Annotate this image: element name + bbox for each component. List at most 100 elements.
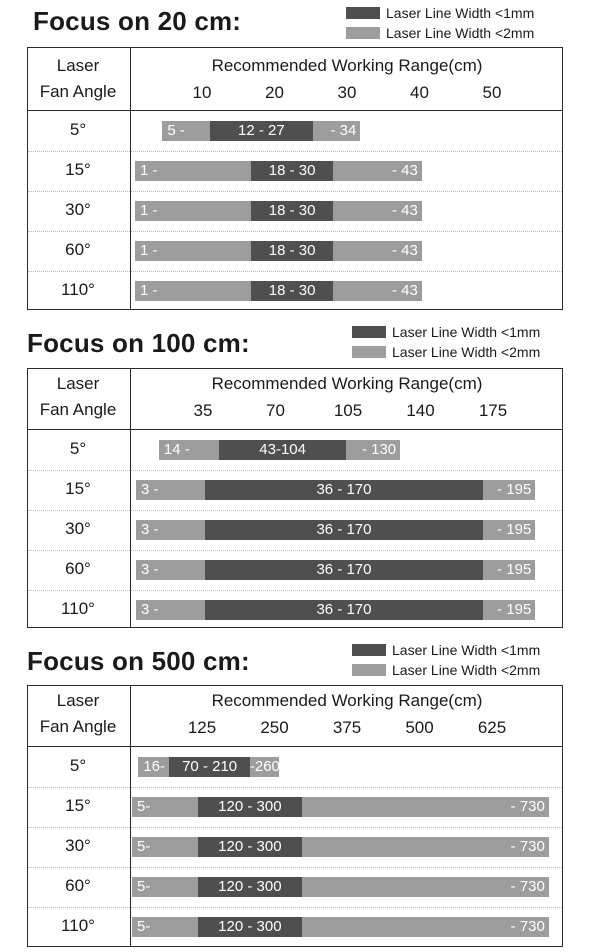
range-end-label: - 43 (391, 162, 418, 179)
range-bar-light-left (136, 560, 205, 580)
range-bar: 5- 120 - 300 - 730 (28, 797, 562, 817)
range-bar-light-right (333, 281, 422, 301)
fan-angle-label: 15° (65, 796, 91, 815)
fan-angle-label: 60° (65, 876, 91, 895)
column-divider (130, 369, 132, 627)
legend-light-label: Laser Line Width <2mm (392, 344, 541, 360)
axis-tick-label: 50 (482, 83, 502, 102)
range-bar-dark (169, 757, 250, 777)
range-mid-label: 120 - 300 (218, 878, 282, 895)
row-separator (28, 231, 562, 232)
range-bar-dark (204, 480, 484, 500)
range-bar-dark (204, 600, 484, 620)
range-bar-light-left (135, 161, 252, 181)
range-table: Laser Fan Angle Recommended Working Rang… (27, 47, 563, 310)
row-separator (28, 907, 562, 908)
axis-tick-label: 175 (478, 401, 508, 420)
axis-tick-label: 625 (477, 718, 507, 737)
axis-tick-label: 30 (337, 83, 357, 102)
legend-light-swatch (346, 27, 380, 39)
range-mid-label: 70 - 210 (182, 758, 238, 775)
range-start-label: 5- (137, 798, 151, 815)
fan-angle-label: 5° (69, 439, 87, 458)
legend-dark-swatch (346, 7, 380, 19)
range-bar-dark (251, 241, 334, 261)
range-mid-label: 18 - 30 (268, 202, 316, 219)
range-bar-light-right (249, 757, 279, 777)
range-start-label: 1 - (140, 242, 158, 259)
range-bar-light-right (333, 161, 422, 181)
section-focus-100: Focus on 100 cm: Laser Line Width <1mm L… (0, 320, 591, 630)
range-start-label: 3 - (141, 601, 159, 618)
range-table: Laser Fan Angle Recommended Working Rang… (27, 685, 563, 947)
range-bar: 3 - 36 - 170 - 195 (28, 480, 562, 500)
axis-tick-label: 10 (192, 83, 212, 102)
header-range-title: Recommended Working Range(cm) (211, 56, 483, 75)
section-title: Focus on 20 cm: (33, 6, 242, 36)
header-angle-label: Laser Fan Angle (28, 688, 128, 740)
range-bar: 1 - 18 - 30 - 43 (28, 281, 562, 301)
axis-tick-label: 125 (187, 718, 217, 737)
range-bar-light-right (333, 241, 422, 261)
range-mid-label: 120 - 300 (218, 838, 282, 855)
header-angle-label: Laser Fan Angle (28, 53, 128, 105)
range-bar-light-left (136, 600, 205, 620)
range-start-label: 1 - (140, 282, 158, 299)
fan-angle-label: 5° (69, 120, 87, 139)
range-bar: 5- 120 - 300 - 730 (28, 917, 562, 937)
range-bar-dark (251, 201, 334, 221)
legend-dark: Laser Line Width <1mm (352, 642, 540, 658)
header-range-title: Recommended Working Range(cm) (211, 374, 483, 393)
legend-light: Laser Line Width <2mm (346, 25, 534, 41)
range-end-label: - 43 (391, 242, 418, 259)
range-bar-dark (210, 121, 313, 141)
header-angle-line1: Laser (56, 374, 100, 393)
row-separator (28, 827, 562, 828)
range-start-label: 3 - (141, 561, 159, 578)
header-angle-line2: Fan Angle (39, 400, 117, 419)
axis-tick-label: 20 (265, 83, 284, 102)
range-bar-light-left (138, 757, 170, 777)
header-angle-line1: Laser (56, 56, 100, 75)
range-bar: 1 - 18 - 30 - 43 (28, 201, 562, 221)
range-mid-label: 12 - 27 (237, 122, 285, 139)
range-bar: 1 - 18 - 30 - 43 (28, 241, 562, 261)
legend-light: Laser Line Width <2mm (352, 662, 540, 678)
range-end-label: - 130 (361, 441, 397, 458)
range-bar: 3 - 36 - 170 - 195 (28, 520, 562, 540)
row-separator (28, 271, 562, 272)
range-end-label: - 34 (330, 122, 357, 139)
legend-light-swatch (352, 664, 386, 676)
range-end-label: - 43 (391, 202, 418, 219)
range-mid-label: 36 - 170 (316, 481, 372, 498)
range-start-label: 5- (137, 918, 151, 935)
range-end-label: - 730 (510, 838, 545, 855)
axis-tick-label: 500 (405, 718, 434, 737)
axis-tick-label: 105 (333, 401, 363, 420)
range-bar-light-left (136, 520, 205, 540)
fan-angle-label: 60° (65, 559, 91, 578)
range-mid-label: 36 - 170 (316, 561, 372, 578)
header-angle-line2: Fan Angle (39, 717, 117, 736)
section-focus-20: Focus on 20 cm: Laser Line Width <1mm La… (0, 0, 591, 320)
fan-angle-label: 110° (61, 280, 95, 299)
header-range-title: Recommended Working Range(cm) (211, 691, 483, 710)
range-start-label: 1 - (140, 162, 158, 179)
range-bar: 5 - 12 - 27 - 34 (28, 121, 562, 141)
range-mid-label: 43-104 (259, 441, 306, 458)
range-bar-dark (198, 877, 302, 897)
range-end-label: - 195 (497, 521, 532, 538)
range-end-label: - 195 (497, 561, 532, 578)
range-bar-light-right (301, 877, 549, 897)
range-bar-dark (204, 560, 484, 580)
fan-angle-label: 15° (65, 160, 91, 179)
legend-dark-label: Laser Line Width <1mm (392, 324, 541, 340)
header-angle-line2: Fan Angle (39, 82, 117, 101)
range-bar-light-right (312, 121, 361, 141)
range-bar: 1 - 18 - 30 - 43 (28, 161, 562, 181)
range-bar-light-right (301, 837, 549, 857)
range-start-label: 3 - (141, 481, 159, 498)
range-bar-light-right (483, 520, 536, 540)
fan-angle-label: 30° (65, 836, 91, 855)
legend-dark-label: Laser Line Width <1mm (386, 5, 535, 21)
